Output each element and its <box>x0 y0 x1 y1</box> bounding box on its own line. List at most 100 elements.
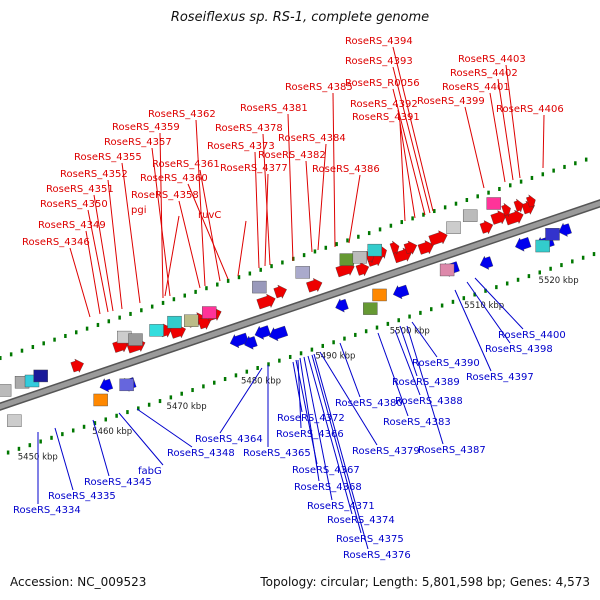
scale-tick-mark <box>419 310 422 315</box>
bottom-label-leader <box>411 321 438 358</box>
feature-box <box>33 369 48 383</box>
scale-tick-mark <box>498 186 501 191</box>
top-gene-label: RoseRS_4394 <box>345 36 413 47</box>
scale-tick-mark <box>39 439 42 444</box>
top-label-leader <box>164 215 180 297</box>
forward-gene-arrow <box>504 209 524 226</box>
scale-tick-mark <box>574 161 577 166</box>
forward-gene-arrow <box>490 210 507 225</box>
reverse-gene-arrow-shape <box>558 222 572 237</box>
scale-tick-mark <box>505 281 509 286</box>
forward-gene-arrow <box>513 198 524 213</box>
forward-gene-arrow-shape <box>355 262 370 277</box>
top-gene-label: RoseRS_4355 <box>74 152 142 163</box>
scale-tick-mark <box>31 345 35 350</box>
bottom-gene-label: RoseRS_4389 <box>392 377 460 388</box>
top-label-leader <box>237 220 247 277</box>
reverse-gene-arrow <box>269 325 289 342</box>
feature-box <box>462 209 478 222</box>
reverse-gene-arrow <box>479 255 494 270</box>
bottom-label-leader <box>466 281 511 344</box>
top-gene-label: RoseRS_4360 <box>140 173 208 184</box>
bottom-gene-label: RoseRS_4345 <box>84 477 152 488</box>
bottom-gene-label: RoseRS_4379 <box>352 446 420 457</box>
scale-tick-mark <box>259 267 262 272</box>
top-label-leader <box>399 122 406 222</box>
bottom-label-leader <box>219 367 263 434</box>
scale-tick-mark <box>581 255 585 260</box>
top-gene-label: RoseRS_4386 <box>312 164 380 175</box>
scale-tick-label: 5470 kbp <box>167 402 207 412</box>
top-label-leader <box>262 133 271 266</box>
top-gene-label: RoseRS_4357 <box>104 137 172 148</box>
bottom-gene-label: RoseRS_4372 <box>277 413 345 424</box>
top-label-leader <box>254 151 260 269</box>
scale-tick-mark <box>332 340 335 345</box>
scale-tick-mark <box>487 190 490 195</box>
gene-labels: RoseRS_4394RoseRS_4393RoseRS_R0056RoseRS… <box>13 36 566 561</box>
forward-gene-arrow-shape <box>70 358 84 373</box>
feature-box <box>535 239 550 253</box>
reverse-gene-arrow <box>515 237 532 252</box>
feature-box <box>119 378 134 392</box>
bottom-label-leader <box>299 357 320 482</box>
forward-gene-arrow <box>306 278 323 293</box>
feature-box <box>184 314 199 327</box>
bottom-label-leader <box>92 419 110 477</box>
top-label-leader <box>505 64 521 179</box>
scale-tick-mark <box>194 289 197 294</box>
reverse-gene-arrow-shape <box>99 378 114 393</box>
label-leader-lines <box>37 46 545 550</box>
scale-tick-mark <box>560 263 563 268</box>
bottom-label-leader <box>307 355 353 515</box>
top-gene-label: ruvC <box>198 210 221 221</box>
genome-backbone <box>0 199 600 411</box>
scale-tick-mark <box>281 260 284 265</box>
feature-box <box>339 253 355 266</box>
bottom-gene-label: RoseRS_4335 <box>48 491 116 502</box>
reverse-gene-arrow <box>229 332 249 349</box>
feature-box <box>93 393 108 407</box>
forward-gene-arrow-shape <box>428 230 448 246</box>
top-label-leader <box>348 174 361 244</box>
scale-tick-mark <box>302 253 306 258</box>
reverse-gene-arrow-shape <box>515 237 532 252</box>
scale-tick-mark <box>451 299 455 304</box>
scale-tick-mark <box>278 358 281 363</box>
bottom-label-leader <box>54 427 74 491</box>
scale-tick-mark <box>202 384 205 389</box>
top-gene-label: RoseRS_4362 <box>148 109 216 120</box>
scale-tick-mark <box>6 450 10 455</box>
top-label-leader <box>287 113 294 262</box>
bottom-gene-label: RoseRS_4334 <box>13 505 81 516</box>
forward-gene-arrow <box>256 293 276 310</box>
scale-tick-mark <box>549 266 552 271</box>
scale-tick-mark <box>129 311 132 316</box>
scale-tick-mark <box>158 399 162 404</box>
forward-gene-arrow-shape <box>501 202 511 217</box>
scale-tick-mark <box>571 259 574 264</box>
forward-gene-arrow <box>479 220 494 235</box>
scale-tick-mark <box>364 329 368 334</box>
bottom-gene-label: RoseRS_4375 <box>336 534 404 545</box>
scale-tick-mark <box>538 270 542 275</box>
scale-tick-mark <box>85 326 89 331</box>
scale-tick-mark <box>205 286 208 291</box>
scale-tick-label: 5520 kbp <box>539 276 579 286</box>
forward-gene-arrow-shape <box>403 240 418 255</box>
scale-tick-mark <box>592 252 596 257</box>
bottom-label-leader <box>339 342 361 398</box>
top-label-leader <box>392 46 434 212</box>
bottom-label-leader <box>454 289 492 372</box>
scale-tick-mark <box>408 314 411 319</box>
forward-gene-arrow-shape <box>306 278 323 293</box>
backbone-core <box>0 200 600 410</box>
top-gene-label: RoseRS_4350 <box>40 199 108 210</box>
feature-box <box>486 197 501 210</box>
top-gene-label: RoseRS_4392 <box>350 99 418 110</box>
scale-tick-mark <box>137 406 140 411</box>
top-gene-label: RoseRS_4352 <box>60 169 128 180</box>
scale-tick-mark <box>519 179 523 184</box>
top-gene-label: RoseRS_4402 <box>450 68 518 79</box>
top-label-leader <box>497 78 514 181</box>
